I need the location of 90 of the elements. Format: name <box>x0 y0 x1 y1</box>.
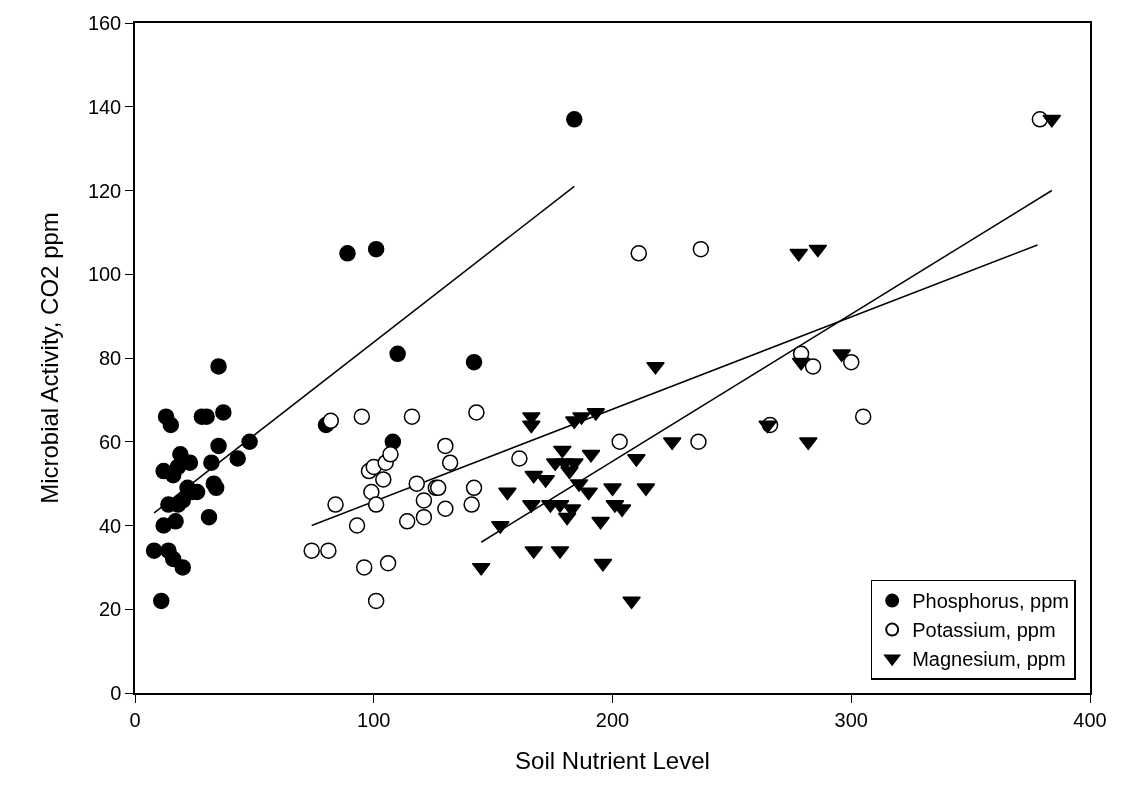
point <box>586 407 606 421</box>
point <box>581 449 601 463</box>
legend-label: Phosphorus, ppm <box>912 590 1069 613</box>
point <box>348 517 366 534</box>
point <box>789 248 809 262</box>
point <box>636 483 656 497</box>
point <box>229 450 246 467</box>
point <box>153 592 170 610</box>
point <box>646 361 665 375</box>
point <box>367 496 385 513</box>
point <box>203 454 220 471</box>
point <box>437 437 454 455</box>
point <box>327 496 344 513</box>
point <box>210 437 227 455</box>
point <box>690 433 707 450</box>
point <box>471 562 491 576</box>
point <box>241 433 258 450</box>
point <box>398 513 416 530</box>
y-tick-label: 100 <box>87 263 122 286</box>
point <box>463 496 480 513</box>
point <box>215 404 232 421</box>
x-tick-label: 200 <box>595 708 630 731</box>
point <box>630 245 648 262</box>
legend-label: Magnesium, ppm <box>912 648 1066 671</box>
point <box>465 479 483 497</box>
point <box>854 408 872 425</box>
point <box>524 470 544 484</box>
point <box>611 433 628 450</box>
point <box>593 558 613 572</box>
y-tick-label: 120 <box>87 179 122 202</box>
point <box>303 542 320 559</box>
point <box>415 508 433 526</box>
point <box>389 345 406 363</box>
point <box>322 412 340 430</box>
point <box>692 240 710 258</box>
point <box>521 420 541 434</box>
point <box>498 487 517 501</box>
point <box>353 408 371 425</box>
point <box>207 479 225 497</box>
point <box>355 559 373 576</box>
x-axis-title: Soil Nutrient Level <box>515 746 710 774</box>
point <box>339 245 356 262</box>
point <box>162 416 180 434</box>
x-tick-label: 100 <box>357 708 391 731</box>
point <box>465 353 483 371</box>
y-tick-label: 40 <box>99 514 122 537</box>
point <box>579 487 599 501</box>
point <box>408 475 425 492</box>
point <box>367 240 385 258</box>
point <box>622 596 642 610</box>
point <box>566 111 583 128</box>
point <box>145 542 163 559</box>
point <box>320 542 337 559</box>
point <box>808 244 828 258</box>
point <box>468 404 485 421</box>
x-tick-label: 0 <box>129 708 141 731</box>
legend-label: Potassium, ppm <box>912 619 1056 642</box>
point <box>367 592 385 610</box>
point <box>843 353 860 371</box>
point <box>437 500 454 517</box>
y-tick-label: 80 <box>99 347 122 369</box>
point <box>379 554 397 572</box>
y-tick-label: 0 <box>110 682 122 704</box>
point <box>210 358 227 375</box>
point <box>375 471 392 488</box>
point <box>403 408 421 425</box>
point <box>603 483 622 497</box>
point <box>591 516 610 530</box>
point <box>167 513 184 530</box>
point <box>791 357 811 371</box>
x-tick-label: 300 <box>834 708 868 731</box>
point <box>1042 114 1062 128</box>
point <box>415 492 433 509</box>
point <box>536 474 556 488</box>
point <box>832 349 852 363</box>
y-tick-label: 60 <box>99 430 122 453</box>
y-tick-label: 20 <box>99 598 122 621</box>
point <box>200 508 218 526</box>
y-tick-label: 160 <box>87 12 122 34</box>
point <box>382 446 399 463</box>
point <box>758 420 778 434</box>
x-tick-label: 400 <box>1073 708 1107 731</box>
point <box>441 454 459 471</box>
point <box>804 358 822 375</box>
point <box>511 450 528 467</box>
y-axis-title: Microbial Activity, CO2 ppm <box>36 212 64 504</box>
point <box>363 483 380 501</box>
point <box>174 559 191 576</box>
point <box>552 445 572 459</box>
y-tick-label: 140 <box>87 95 122 118</box>
